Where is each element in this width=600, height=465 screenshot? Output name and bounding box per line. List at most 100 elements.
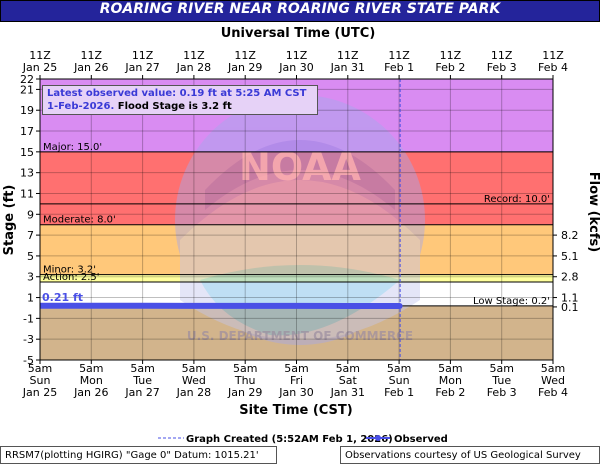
current-value-label: 0.21 ft — [42, 291, 83, 304]
x-tick-label: Mon — [439, 374, 462, 387]
noaa-logo-watermark: NOAA U.S. DEPARTMENT OF COMMERCE — [175, 95, 425, 345]
top-x-tick-label: 11Z — [286, 49, 308, 62]
x-tick-label: 5am — [182, 362, 206, 375]
legend-graph-created-label: Graph Created (5:52AM Feb 1, 2026) — [186, 434, 393, 445]
x-tick-label: Tue — [491, 374, 511, 387]
x-tick-label: 5am — [284, 362, 308, 375]
footer-datum: RRSM7(plotting HGIRG) "Gage 0" Datum: 10… — [0, 446, 277, 464]
x-tick-label: Feb 2 — [435, 386, 465, 399]
x-tick-label: Jan 30 — [278, 386, 313, 399]
top-x-tick-label: 11Z — [388, 49, 410, 62]
x-tick-label: 5am — [336, 362, 360, 375]
y-tick-label: 17 — [20, 125, 34, 138]
x-tick-label: Jan 29 — [227, 386, 262, 399]
top-x-tick-label: 11Z — [234, 49, 256, 62]
x-tick-label: 5am — [79, 362, 103, 375]
x-tick-label: Sat — [339, 374, 358, 387]
bottom-axis-title: Site Time (CST) — [239, 403, 352, 418]
flow-tick-label: 5.1 — [561, 250, 579, 263]
x-tick-label: 5am — [28, 362, 52, 375]
threshold-label: Minor: 3.2' — [43, 265, 96, 276]
top-x-tick-label: 11Z — [132, 49, 154, 62]
x-tick-label: Fri — [290, 374, 303, 387]
top-x-tick-label: Jan 29 — [227, 61, 262, 74]
x-tick-label: 5am — [438, 362, 462, 375]
x-tick-label: Thu — [234, 374, 256, 387]
x-tick-label: Jan 31 — [330, 386, 365, 399]
y-tick-label: 1 — [27, 292, 34, 305]
top-x-tick-label: Feb 2 — [435, 61, 465, 74]
band-moderate — [40, 224, 553, 275]
x-tick-label: 5am — [489, 362, 513, 375]
top-x-tick-label: Jan 25 — [22, 61, 57, 74]
band-major — [40, 151, 553, 225]
x-tick-label: Jan 27 — [124, 386, 159, 399]
flow-tick-label: 8.2 — [561, 229, 579, 242]
x-tick-label: Sun — [30, 374, 51, 387]
y-tick-label: 19 — [20, 104, 34, 117]
x-tick-label: 5am — [541, 362, 565, 375]
y-tick-label: 21 — [20, 83, 34, 96]
footer-credit: Observations courtesy of US Geological S… — [340, 446, 600, 464]
y-tick-label: 13 — [20, 167, 34, 180]
x-tick-label: Sun — [389, 374, 410, 387]
x-tick-label: Feb 4 — [538, 386, 568, 399]
y-tick-label: 9 — [27, 208, 34, 221]
y-tick-label: -5 — [23, 354, 34, 367]
top-x-tick-label: Jan 28 — [176, 61, 211, 74]
flow-tick-label: 2.8 — [561, 271, 579, 284]
observed-latest-point — [396, 302, 403, 309]
top-x-tick-label: Feb 3 — [487, 61, 517, 74]
x-tick-label: 5am — [233, 362, 257, 375]
y-tick-label: 5 — [27, 250, 34, 263]
threshold-label: Low Stage: 0.2' — [473, 296, 550, 307]
x-tick-label: 5am — [387, 362, 411, 375]
band-low — [40, 305, 553, 360]
left-axis-title: Stage (ft) — [2, 185, 17, 256]
x-tick-label: Jan 28 — [176, 386, 211, 399]
flow-tick-label: 0.1 — [561, 301, 579, 314]
chart-title: ROARING RIVER NEAR ROARING RIVER STATE P… — [99, 1, 501, 17]
chart-svg: NOAA U.S. DEPARTMENT OF COMMERCE -5 -3 -1 1… — [2, 26, 600, 445]
top-x-tick-label: Feb 1 — [384, 61, 414, 74]
top-x-tick-label: Jan 26 — [73, 61, 108, 74]
latest-line-1: Latest observed value: 0.19 ft at 5:25 A… — [47, 88, 307, 99]
threshold-label: Record: 10.0' — [484, 194, 550, 205]
x-tick-label: Tue — [132, 374, 152, 387]
band-normal — [40, 281, 553, 306]
x-tick-label: Jan 26 — [73, 386, 108, 399]
top-x-tick-label: Feb 4 — [538, 61, 568, 74]
x-tick-label: Wed — [541, 374, 565, 387]
y-tick-label: 7 — [27, 229, 34, 242]
top-axis-title: Universal Time (UTC) — [221, 26, 376, 41]
x-tick-label: Mon — [80, 374, 103, 387]
top-x-tick-label: 11Z — [29, 49, 51, 62]
top-x-tick-label: 11Z — [491, 49, 513, 62]
flow-tick-label: 1.1 — [561, 292, 579, 305]
threshold-label: Moderate: 8.0' — [43, 215, 116, 226]
x-tick-label: Feb 3 — [487, 386, 517, 399]
top-x-tick-label: Jan 30 — [278, 61, 313, 74]
top-x-tick-label: Jan 31 — [330, 61, 365, 74]
latest-date: 1-Feb-2026. — [47, 101, 115, 112]
flood-stage-note: Flood Stage is 3.2 ft — [117, 101, 232, 112]
threshold-label: Major: 15.0' — [43, 142, 102, 153]
y-tick-label: -3 — [23, 333, 34, 346]
top-x-tick-label: 11Z — [337, 49, 359, 62]
x-tick-label: Jan 25 — [22, 386, 57, 399]
top-x-tick-label: Jan 27 — [124, 61, 159, 74]
x-tick-label: Feb 1 — [384, 386, 414, 399]
band-minor — [40, 274, 553, 282]
x-tick-label: 5am — [130, 362, 154, 375]
top-x-tick-label: 11Z — [183, 49, 205, 62]
y-tick-label: 15 — [20, 146, 34, 159]
y-tick-label: 22 — [20, 73, 34, 86]
svg-text:U.S. DEPARTMENT OF COMMERCE: U.S. DEPARTMENT OF COMMERCE — [187, 329, 413, 343]
x-tick-label: Wed — [182, 374, 206, 387]
latest-observed-box: Latest observed value: 0.19 ft at 5:25 A… — [42, 85, 318, 115]
y-tick-label: 3 — [27, 271, 34, 284]
legend-observed-marker — [375, 435, 381, 441]
top-x-tick-label: 11Z — [81, 49, 103, 62]
y-tick-label: 11 — [20, 187, 34, 200]
